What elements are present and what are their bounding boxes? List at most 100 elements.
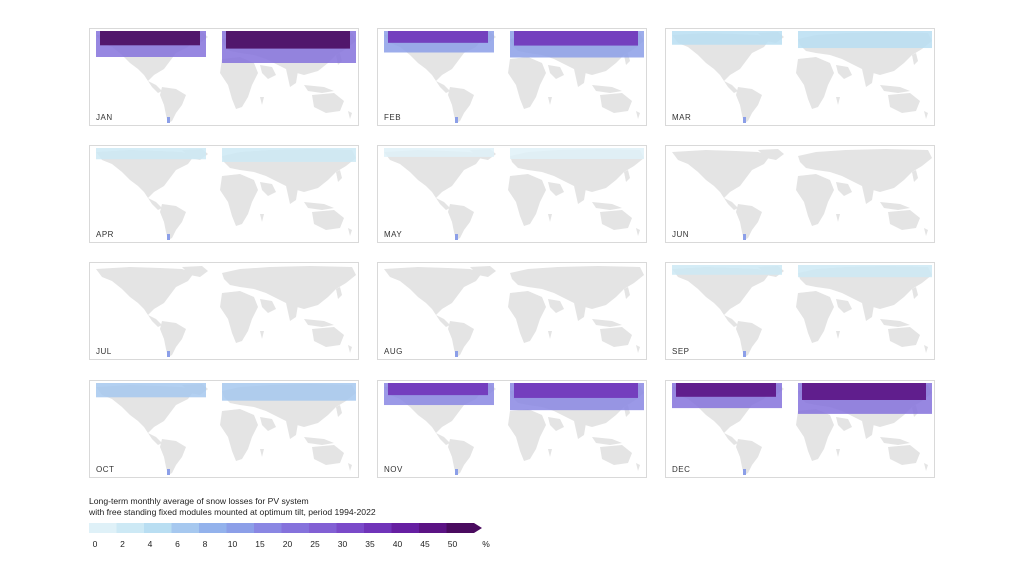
land-shape [574, 186, 586, 204]
legend-tick-label: 45 [420, 539, 430, 549]
world-map [672, 265, 932, 357]
land-shape [220, 174, 258, 226]
snow-loss-band-dark [676, 383, 776, 397]
land-shape [862, 421, 874, 439]
month-label: SEP [670, 347, 692, 356]
land-shape [160, 439, 186, 475]
land-shape [880, 319, 910, 327]
land-shape [880, 85, 910, 93]
land-shape [924, 463, 928, 471]
legend-unit: % [482, 539, 490, 549]
snow-loss-band-light [222, 148, 356, 162]
land-shape [548, 65, 564, 79]
legend-tick-label: 40 [392, 539, 403, 549]
land-shape [736, 439, 762, 475]
land-shape [600, 93, 632, 113]
andes-snow-mark [455, 117, 458, 123]
snow-loss-band-dark [226, 31, 350, 49]
land-shape [260, 97, 264, 105]
land-shape [508, 291, 546, 343]
land-shape [436, 198, 450, 210]
map-panel-apr: APR [89, 145, 359, 243]
land-shape [336, 405, 342, 417]
land-shape [888, 210, 920, 230]
land-shape [510, 266, 644, 309]
world-map [672, 31, 932, 123]
month-label: MAY [382, 230, 405, 239]
andes-snow-mark [743, 234, 746, 240]
land-shape [736, 321, 762, 357]
land-shape [912, 53, 918, 65]
andes-snow-mark [743, 117, 746, 123]
land-shape [260, 331, 264, 339]
land-shape [348, 463, 352, 471]
land-shape [592, 202, 622, 210]
map-panel-jun: JUN [665, 145, 935, 243]
land-shape [384, 267, 482, 315]
legend-swatch [419, 523, 447, 533]
land-shape [96, 267, 194, 315]
land-shape [304, 437, 334, 445]
andes-snow-mark [455, 469, 458, 475]
land-shape [510, 149, 644, 192]
month-label: DEC [670, 465, 693, 474]
land-shape [182, 266, 208, 277]
month-label: APR [94, 230, 116, 239]
world-map [672, 383, 932, 475]
month-label: MAR [670, 113, 694, 122]
legend-swatch [446, 523, 474, 533]
land-shape [592, 319, 622, 327]
land-shape [222, 266, 356, 309]
land-shape [888, 445, 920, 465]
month-label: OCT [94, 465, 117, 474]
land-shape [548, 214, 552, 222]
andes-snow-mark [743, 351, 746, 357]
land-shape [724, 315, 738, 327]
land-shape [508, 174, 546, 226]
land-shape [888, 93, 920, 113]
world-map [96, 148, 356, 240]
land-shape [286, 303, 298, 321]
land-shape [312, 93, 344, 113]
legend-swatch [144, 523, 172, 533]
snow-loss-band-light [222, 383, 356, 401]
land-shape [836, 97, 840, 105]
land-shape [260, 65, 276, 79]
map-panel-mar: MAR [665, 28, 935, 126]
land-shape [636, 228, 640, 236]
land-shape [304, 202, 334, 210]
legend-swatch [309, 523, 337, 533]
month-label: AUG [382, 347, 405, 356]
land-shape [436, 433, 450, 445]
land-shape [798, 149, 932, 192]
land-shape [912, 170, 918, 182]
land-shape [548, 417, 564, 431]
snow-loss-band-light [672, 31, 782, 45]
land-shape [260, 449, 264, 457]
land-shape [836, 449, 840, 457]
land-shape [436, 81, 450, 93]
andes-snow-mark [743, 469, 746, 475]
legend-tick-label: 8 [202, 539, 208, 549]
land-shape [836, 65, 852, 79]
legend-title: Long-term monthly average of snow losses… [89, 496, 376, 518]
land-shape [862, 69, 874, 87]
legend-tick-label: 10 [227, 539, 238, 549]
land-shape [348, 345, 352, 353]
snow-loss-band-dark [388, 383, 488, 396]
land-shape [636, 111, 640, 119]
legend-swatch [89, 523, 117, 533]
world-map [384, 383, 644, 475]
color-legend: 0 2 4 6 8 10 15 20 25 30 35 40 45 50% [89, 523, 509, 563]
map-panel-feb: FEB [377, 28, 647, 126]
land-shape [724, 198, 738, 210]
land-shape [672, 150, 770, 198]
world-map [384, 266, 644, 357]
land-shape [574, 69, 586, 87]
legend-swatch [171, 523, 199, 533]
land-shape [548, 182, 564, 196]
land-shape [304, 319, 334, 327]
land-shape [508, 409, 546, 461]
land-shape [600, 445, 632, 465]
month-label: JAN [94, 113, 115, 122]
